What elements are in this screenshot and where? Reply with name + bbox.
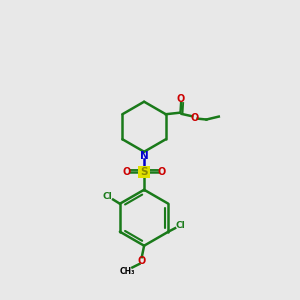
Bar [138,166,150,178]
Text: Cl: Cl [176,221,186,230]
Text: N: N [140,151,148,160]
Text: O: O [123,167,131,177]
Text: Cl: Cl [103,192,112,201]
Text: O: O [190,113,199,123]
Text: O: O [157,167,165,177]
Text: CH₃: CH₃ [119,267,135,276]
Text: S: S [140,167,148,177]
Text: O: O [138,256,146,266]
Text: O: O [177,94,185,104]
